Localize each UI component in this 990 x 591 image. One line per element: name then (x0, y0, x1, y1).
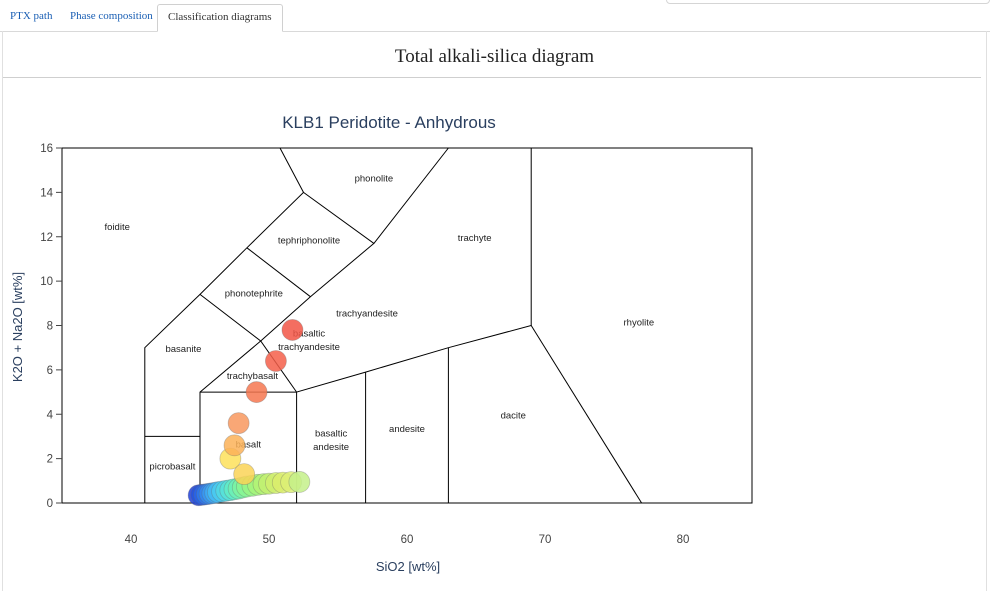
x-tick-label: 70 (539, 534, 552, 546)
field-label: basalt (236, 440, 262, 451)
field-label: basaltic (293, 329, 325, 340)
field-label: tephriphonolite (278, 235, 340, 246)
x-axis-title: SiO2 [wt%] (376, 559, 440, 574)
field-label: basanite (165, 344, 201, 355)
y-tick-label: 10 (40, 276, 53, 288)
field-label: dacite (501, 411, 526, 422)
panel-title: Total alkali-silica diagram (394, 46, 595, 67)
data-point (288, 471, 311, 493)
field-label: trachyte (458, 233, 492, 244)
diagram-panel: Total alkali-silica diagram (2, 31, 987, 591)
field-label: basaltic (315, 428, 347, 439)
y-tick-label: 12 (40, 232, 53, 244)
chart-title: KLB1 Peridotite - Anhydrous (282, 113, 496, 132)
tab-classification-diagrams[interactable]: Classification diagrams (157, 4, 283, 32)
field-label: trachyandesite (336, 309, 398, 320)
x-tick-label: 50 (263, 534, 276, 546)
y-axis-title: K2O + Na2O [wt%] (10, 272, 25, 382)
x-tick-label: 40 (125, 534, 138, 546)
field-label: trachybasalt (227, 371, 279, 382)
field-label: rhyolite (624, 318, 655, 329)
field-boundary (530, 325, 643, 504)
field-label: phonotephrite (225, 289, 283, 300)
field-label: foidite (105, 222, 130, 233)
field-boundary (199, 148, 532, 393)
y-tick-label: 14 (40, 187, 53, 199)
field-label: phonolite (355, 173, 394, 184)
data-point (227, 412, 250, 435)
field-label: andesite (313, 442, 349, 453)
y-tick-label: 4 (47, 409, 54, 421)
y-tick-label: 0 (47, 498, 53, 510)
tab-bar: PTX path Phase composition Classificatio… (0, 0, 990, 32)
data-point (245, 381, 268, 403)
x-tick-label: 60 (401, 534, 414, 546)
field-boundary (246, 247, 311, 298)
field-boundary (279, 147, 304, 193)
divider (3, 77, 981, 78)
tab-phase-composition[interactable]: Phase composition (70, 10, 153, 22)
field-label: andesite (389, 424, 425, 435)
y-tick-label: 16 (40, 143, 53, 155)
data-point (233, 463, 256, 486)
x-tick-label: 80 (677, 534, 690, 546)
data-point (264, 350, 287, 372)
field-label: trachyandesite (278, 342, 340, 353)
data-point (223, 434, 246, 457)
y-tick-label: 8 (47, 321, 53, 333)
data-point (281, 319, 304, 341)
y-tick-label: 6 (47, 365, 53, 377)
field-label: picrobasalt (149, 462, 195, 473)
y-tick-label: 2 (47, 454, 53, 466)
tab-ptx-path[interactable]: PTX path (10, 10, 53, 22)
